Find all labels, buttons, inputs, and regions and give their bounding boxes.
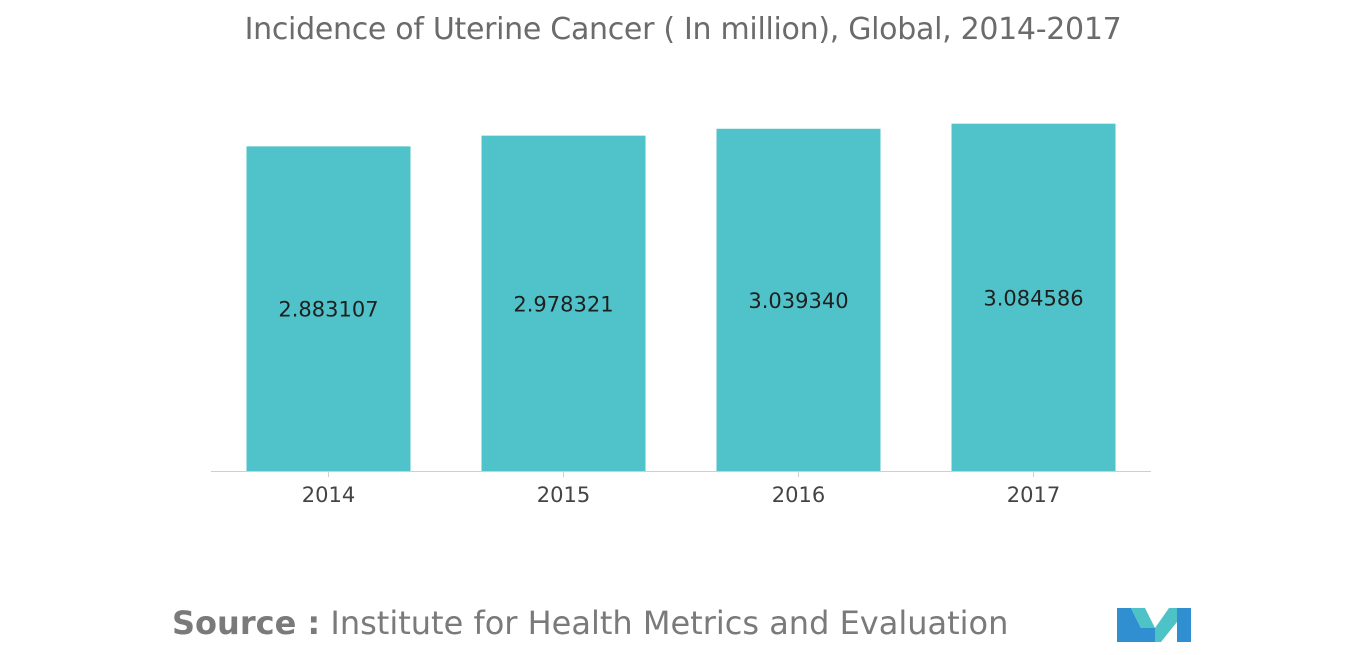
data-label-2014: 2.883107 [278,298,378,322]
x-tick-label-2015: 2015 [537,483,590,507]
bar-2017 [951,123,1116,472]
bar-chart: 2.883107 2.978321 3.039340 3.084586 2014 201… [211,123,1151,507]
source-note: Source : Institute for Health Metrics an… [172,604,1008,642]
source-text: Institute for Health Metrics and Evaluat… [330,604,1009,642]
x-tick-label-2014: 2014 [302,483,355,507]
source-label: Source : [172,604,321,642]
x-tick-label-2016: 2016 [772,483,825,507]
bar-2015 [481,135,646,471]
data-labels-layer: 2.883107 2.978321 3.039340 3.084586 [278,286,1083,321]
x-axis: 2014 2015 2016 2017 [211,471,1151,507]
data-label-2016: 3.039340 [748,289,848,313]
data-label-2017: 3.084586 [983,286,1083,310]
bar-2014 [246,146,411,471]
x-tick-label-2017: 2017 [1007,483,1060,507]
bar-2016 [716,128,881,471]
data-label-2015: 2.978321 [513,292,613,316]
chart-title: Incidence of Uterine Cancer ( In million… [244,12,1122,47]
company-logo-icon [1117,608,1191,642]
bars-layer [246,123,1116,472]
